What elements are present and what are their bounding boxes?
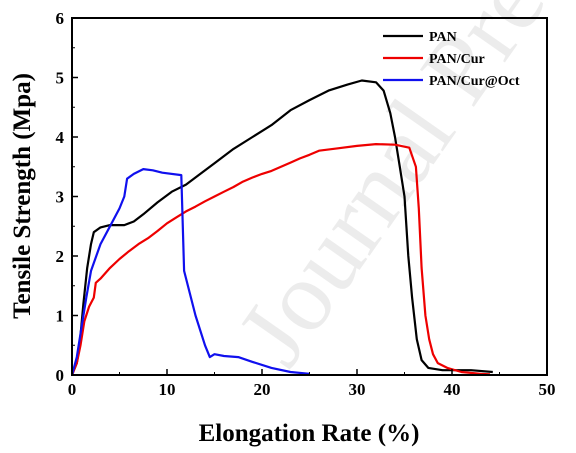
x-tick-label: 50 xyxy=(539,380,556,399)
x-axis-label: Elongation Rate (%) xyxy=(199,420,420,447)
series-line xyxy=(70,168,310,376)
x-tick-label: 30 xyxy=(349,380,366,399)
y-axis-label: Tensile Strength (Mpa) xyxy=(9,73,36,319)
x-tick-label: 10 xyxy=(159,380,176,399)
x-tick-label: 20 xyxy=(254,380,271,399)
legend-label: PAN/Cur xyxy=(429,52,485,67)
y-tick-label: 1 xyxy=(56,307,65,326)
y-axis: 0 1 2 3 4 5 6 xyxy=(56,9,78,385)
legend: PAN PAN/Cur PAN/Cur@Oct xyxy=(383,30,520,89)
y-tick-label: 6 xyxy=(56,9,65,28)
x-tick-label: 40 xyxy=(444,380,461,399)
y-tick-label: 5 xyxy=(56,69,65,88)
y-tick-label: 0 xyxy=(56,366,65,385)
plot-curves xyxy=(70,79,493,376)
series-line xyxy=(70,143,491,376)
series-line xyxy=(70,79,493,376)
y-tick-label: 4 xyxy=(56,128,65,147)
x-axis: 0 10 20 30 40 50 xyxy=(68,369,556,399)
y-tick-label: 3 xyxy=(56,188,65,207)
legend-label: PAN xyxy=(429,30,457,45)
legend-label: PAN/Cur@Oct xyxy=(429,74,520,89)
x-tick-label: 0 xyxy=(68,380,77,399)
y-tick-label: 2 xyxy=(56,247,65,266)
